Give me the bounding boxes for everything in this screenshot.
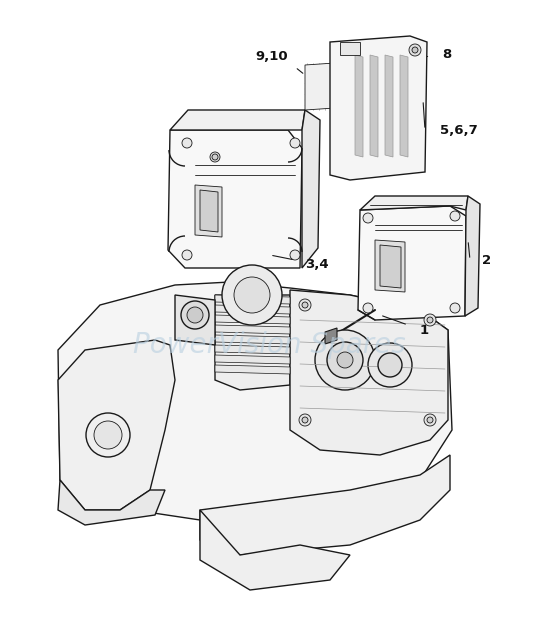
Polygon shape bbox=[215, 325, 290, 334]
Circle shape bbox=[315, 330, 375, 390]
Circle shape bbox=[368, 343, 412, 387]
Polygon shape bbox=[215, 295, 290, 390]
Polygon shape bbox=[360, 196, 468, 210]
Polygon shape bbox=[302, 110, 320, 268]
Polygon shape bbox=[58, 480, 165, 525]
Circle shape bbox=[290, 138, 300, 148]
Circle shape bbox=[222, 265, 282, 325]
Circle shape bbox=[181, 301, 209, 329]
Circle shape bbox=[450, 303, 460, 313]
Circle shape bbox=[182, 250, 192, 260]
Polygon shape bbox=[168, 130, 302, 268]
Polygon shape bbox=[58, 340, 175, 510]
Text: 5,6,7: 5,6,7 bbox=[440, 124, 478, 136]
Circle shape bbox=[337, 352, 353, 368]
Polygon shape bbox=[330, 36, 427, 180]
Circle shape bbox=[187, 307, 203, 323]
Circle shape bbox=[302, 302, 308, 308]
Circle shape bbox=[450, 211, 460, 221]
Circle shape bbox=[409, 44, 421, 56]
Circle shape bbox=[363, 213, 373, 223]
Circle shape bbox=[412, 47, 418, 53]
Polygon shape bbox=[215, 355, 290, 364]
Circle shape bbox=[299, 299, 311, 311]
Polygon shape bbox=[195, 185, 222, 237]
Circle shape bbox=[424, 414, 436, 426]
Circle shape bbox=[86, 413, 130, 457]
Circle shape bbox=[234, 277, 270, 313]
Polygon shape bbox=[290, 290, 448, 455]
Polygon shape bbox=[58, 282, 452, 520]
Polygon shape bbox=[215, 305, 290, 314]
Polygon shape bbox=[175, 295, 215, 345]
Circle shape bbox=[424, 314, 436, 326]
Polygon shape bbox=[400, 55, 408, 157]
Circle shape bbox=[427, 317, 433, 323]
Circle shape bbox=[378, 353, 402, 377]
Polygon shape bbox=[380, 245, 401, 288]
Circle shape bbox=[182, 138, 192, 148]
Polygon shape bbox=[215, 295, 290, 304]
Circle shape bbox=[210, 152, 220, 162]
Polygon shape bbox=[325, 328, 337, 344]
Circle shape bbox=[427, 417, 433, 423]
Polygon shape bbox=[200, 510, 350, 590]
Circle shape bbox=[212, 154, 218, 160]
Circle shape bbox=[94, 421, 122, 449]
Circle shape bbox=[299, 414, 311, 426]
Text: 8: 8 bbox=[442, 48, 451, 61]
Circle shape bbox=[302, 417, 308, 423]
Polygon shape bbox=[170, 110, 305, 130]
Circle shape bbox=[363, 303, 373, 313]
Polygon shape bbox=[340, 42, 360, 55]
Polygon shape bbox=[215, 315, 290, 324]
Polygon shape bbox=[465, 196, 480, 316]
Polygon shape bbox=[200, 455, 450, 555]
Text: PowerVision Spares: PowerVision Spares bbox=[133, 331, 405, 359]
Text: 1: 1 bbox=[420, 323, 429, 337]
Polygon shape bbox=[200, 190, 218, 232]
Polygon shape bbox=[215, 335, 290, 344]
Polygon shape bbox=[358, 206, 466, 320]
Text: 9,10: 9,10 bbox=[255, 51, 288, 63]
Polygon shape bbox=[215, 365, 290, 374]
Circle shape bbox=[327, 342, 363, 378]
Text: 2: 2 bbox=[482, 254, 491, 266]
Polygon shape bbox=[305, 63, 335, 110]
Polygon shape bbox=[385, 55, 393, 157]
Polygon shape bbox=[370, 55, 378, 157]
Polygon shape bbox=[215, 345, 290, 354]
Polygon shape bbox=[355, 55, 363, 157]
Text: 3,4: 3,4 bbox=[305, 259, 329, 271]
Circle shape bbox=[290, 250, 300, 260]
Polygon shape bbox=[375, 240, 405, 292]
